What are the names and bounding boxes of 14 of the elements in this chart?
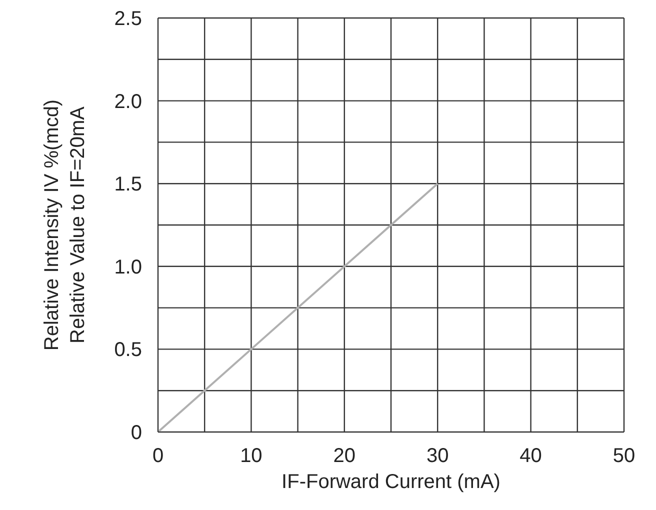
y-tick-label: 0 [130, 422, 142, 444]
y-tick-label: 1.0 [114, 256, 142, 278]
x-tick-label: 40 [520, 445, 542, 467]
x-tick-label: 20 [333, 445, 356, 467]
y-axis-title: Relative Intensity IV %(mcd) Relative Value to IF=20mA [41, 99, 89, 351]
y-tick-label: 0.5 [114, 339, 142, 362]
x-tick-label: 10 [240, 445, 262, 467]
y-tick-label: 2.0 [114, 90, 142, 113]
y-tick-label: 1.5 [114, 174, 142, 196]
x-axis-title: IF-Forward Current (mA) [282, 471, 500, 493]
y-tick-label: 2.5 [114, 8, 142, 30]
x-tick-label: 30 [426, 445, 449, 467]
x-tick-label: 50 [612, 445, 636, 467]
x-tick-label: 0 [152, 445, 164, 467]
